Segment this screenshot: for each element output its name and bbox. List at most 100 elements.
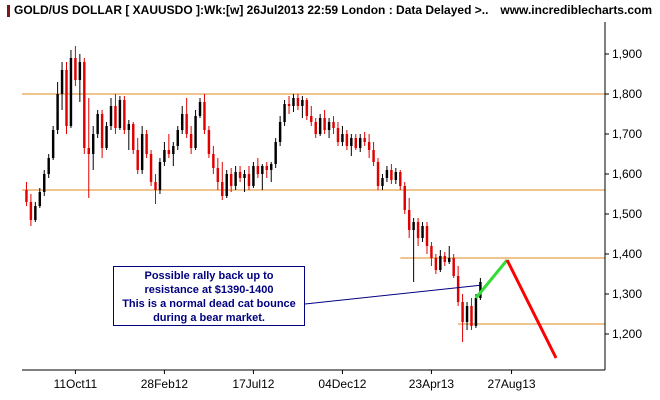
candle-body bbox=[225, 174, 228, 196]
y-tick-label: 1,400 bbox=[612, 247, 642, 261]
candle-body bbox=[434, 258, 438, 270]
candle-body bbox=[203, 102, 206, 130]
candle-body bbox=[69, 58, 73, 126]
candle-body bbox=[43, 174, 46, 192]
annotation-line: This is a normal dead cat bounce bbox=[122, 298, 296, 310]
candle-body bbox=[425, 226, 429, 246]
candle-body bbox=[341, 134, 344, 142]
projection-down-line bbox=[505, 259, 558, 359]
candle-body bbox=[323, 118, 326, 130]
candle-body bbox=[172, 146, 175, 154]
candle-body bbox=[359, 138, 362, 148]
candle-body bbox=[470, 306, 473, 326]
candle-body bbox=[261, 166, 264, 174]
candle-body bbox=[154, 182, 157, 190]
candle-body bbox=[278, 122, 282, 142]
candle-body bbox=[167, 150, 171, 154]
candle-body bbox=[305, 100, 309, 116]
candle-body bbox=[252, 166, 255, 186]
annotation-pointer bbox=[304, 284, 481, 305]
candle-body bbox=[456, 276, 460, 302]
annotation-box: Possible rally back up to resistance at … bbox=[113, 266, 305, 326]
candle-body bbox=[221, 182, 224, 196]
candle-body bbox=[265, 166, 268, 170]
chart-title: GOLD/US DOLLAR [ XAUUSDO ]:Wk:[w] 26Jul2… bbox=[14, 3, 489, 17]
x-tick-label: 04Dec12 bbox=[318, 377, 366, 391]
symbol-marker-icon bbox=[7, 5, 10, 17]
candle-body bbox=[274, 142, 277, 164]
candle-body bbox=[216, 168, 220, 182]
candle-body bbox=[354, 138, 358, 148]
candle-body bbox=[194, 116, 197, 148]
candle-body bbox=[439, 256, 442, 270]
candle-body bbox=[407, 210, 411, 230]
candle-body bbox=[96, 114, 99, 134]
candle-body bbox=[149, 154, 153, 182]
candle-body bbox=[430, 246, 433, 258]
candle-body bbox=[452, 258, 455, 276]
candle-body bbox=[83, 62, 86, 148]
candle-body bbox=[385, 170, 389, 178]
candle-body bbox=[114, 106, 117, 128]
candle-body bbox=[256, 166, 260, 174]
resistance-lines bbox=[22, 93, 605, 325]
candle-body bbox=[474, 298, 478, 326]
candle-body bbox=[163, 150, 166, 162]
candle-body bbox=[29, 202, 33, 220]
candle-body bbox=[176, 130, 179, 146]
candle-body bbox=[127, 124, 131, 130]
candle-body bbox=[350, 138, 353, 146]
candle-body bbox=[25, 190, 28, 202]
candle-body bbox=[292, 98, 295, 106]
candle-body bbox=[91, 134, 95, 154]
candle-body bbox=[136, 150, 139, 170]
chart-header: GOLD/US DOLLAR [ XAUUSDO ]:Wk:[w] 26Jul2… bbox=[0, 0, 660, 20]
candle-body bbox=[247, 174, 251, 186]
candle-body bbox=[145, 134, 148, 154]
projection-lines bbox=[474, 259, 558, 359]
candle-body bbox=[238, 172, 242, 178]
candle-body bbox=[416, 222, 420, 238]
candle-body bbox=[363, 138, 366, 142]
candle-body bbox=[345, 134, 349, 146]
candle-body bbox=[367, 142, 371, 150]
candle-body bbox=[212, 154, 215, 168]
candle-body bbox=[399, 172, 402, 186]
candle-body bbox=[207, 130, 211, 154]
candle-body bbox=[100, 114, 104, 148]
candle-body bbox=[327, 122, 331, 130]
candle-body bbox=[56, 94, 59, 130]
candle-body bbox=[229, 174, 233, 186]
candle-body bbox=[87, 148, 90, 154]
candle-body bbox=[448, 258, 451, 262]
candle-body bbox=[461, 302, 464, 322]
candle-body bbox=[318, 118, 322, 134]
annotation-line: Possible rally back up to bbox=[144, 270, 274, 282]
candle-body bbox=[234, 172, 237, 186]
candle-body bbox=[38, 192, 42, 206]
annotation-line: during a bear market. bbox=[153, 312, 265, 324]
candle-body bbox=[283, 104, 286, 122]
axes: 1,200 1,300 1,400 1,500 1,600 1,700 1,800 1,900… bbox=[22, 22, 642, 391]
site-link[interactable]: www.incrediblecharts.com bbox=[500, 3, 652, 17]
candle-body bbox=[123, 100, 126, 130]
candle-body bbox=[132, 124, 135, 150]
candle-body bbox=[51, 130, 55, 158]
candle-body bbox=[47, 158, 50, 174]
candle-body bbox=[34, 206, 37, 220]
pointer-line bbox=[304, 284, 481, 305]
candle-body bbox=[189, 134, 193, 148]
candle-body bbox=[465, 306, 469, 322]
candle-body bbox=[140, 134, 144, 170]
candle-body bbox=[381, 178, 384, 186]
projection-up-line bbox=[474, 259, 509, 299]
y-tick-label: 1,500 bbox=[612, 207, 642, 221]
candle-body bbox=[180, 114, 184, 130]
y-tick-label: 1,900 bbox=[612, 47, 642, 61]
x-tick-label: 23Apr13 bbox=[409, 377, 455, 391]
candles bbox=[25, 46, 482, 342]
y-tick-label: 1,200 bbox=[612, 327, 642, 341]
candle-body bbox=[105, 126, 108, 148]
candle-body bbox=[269, 164, 273, 170]
